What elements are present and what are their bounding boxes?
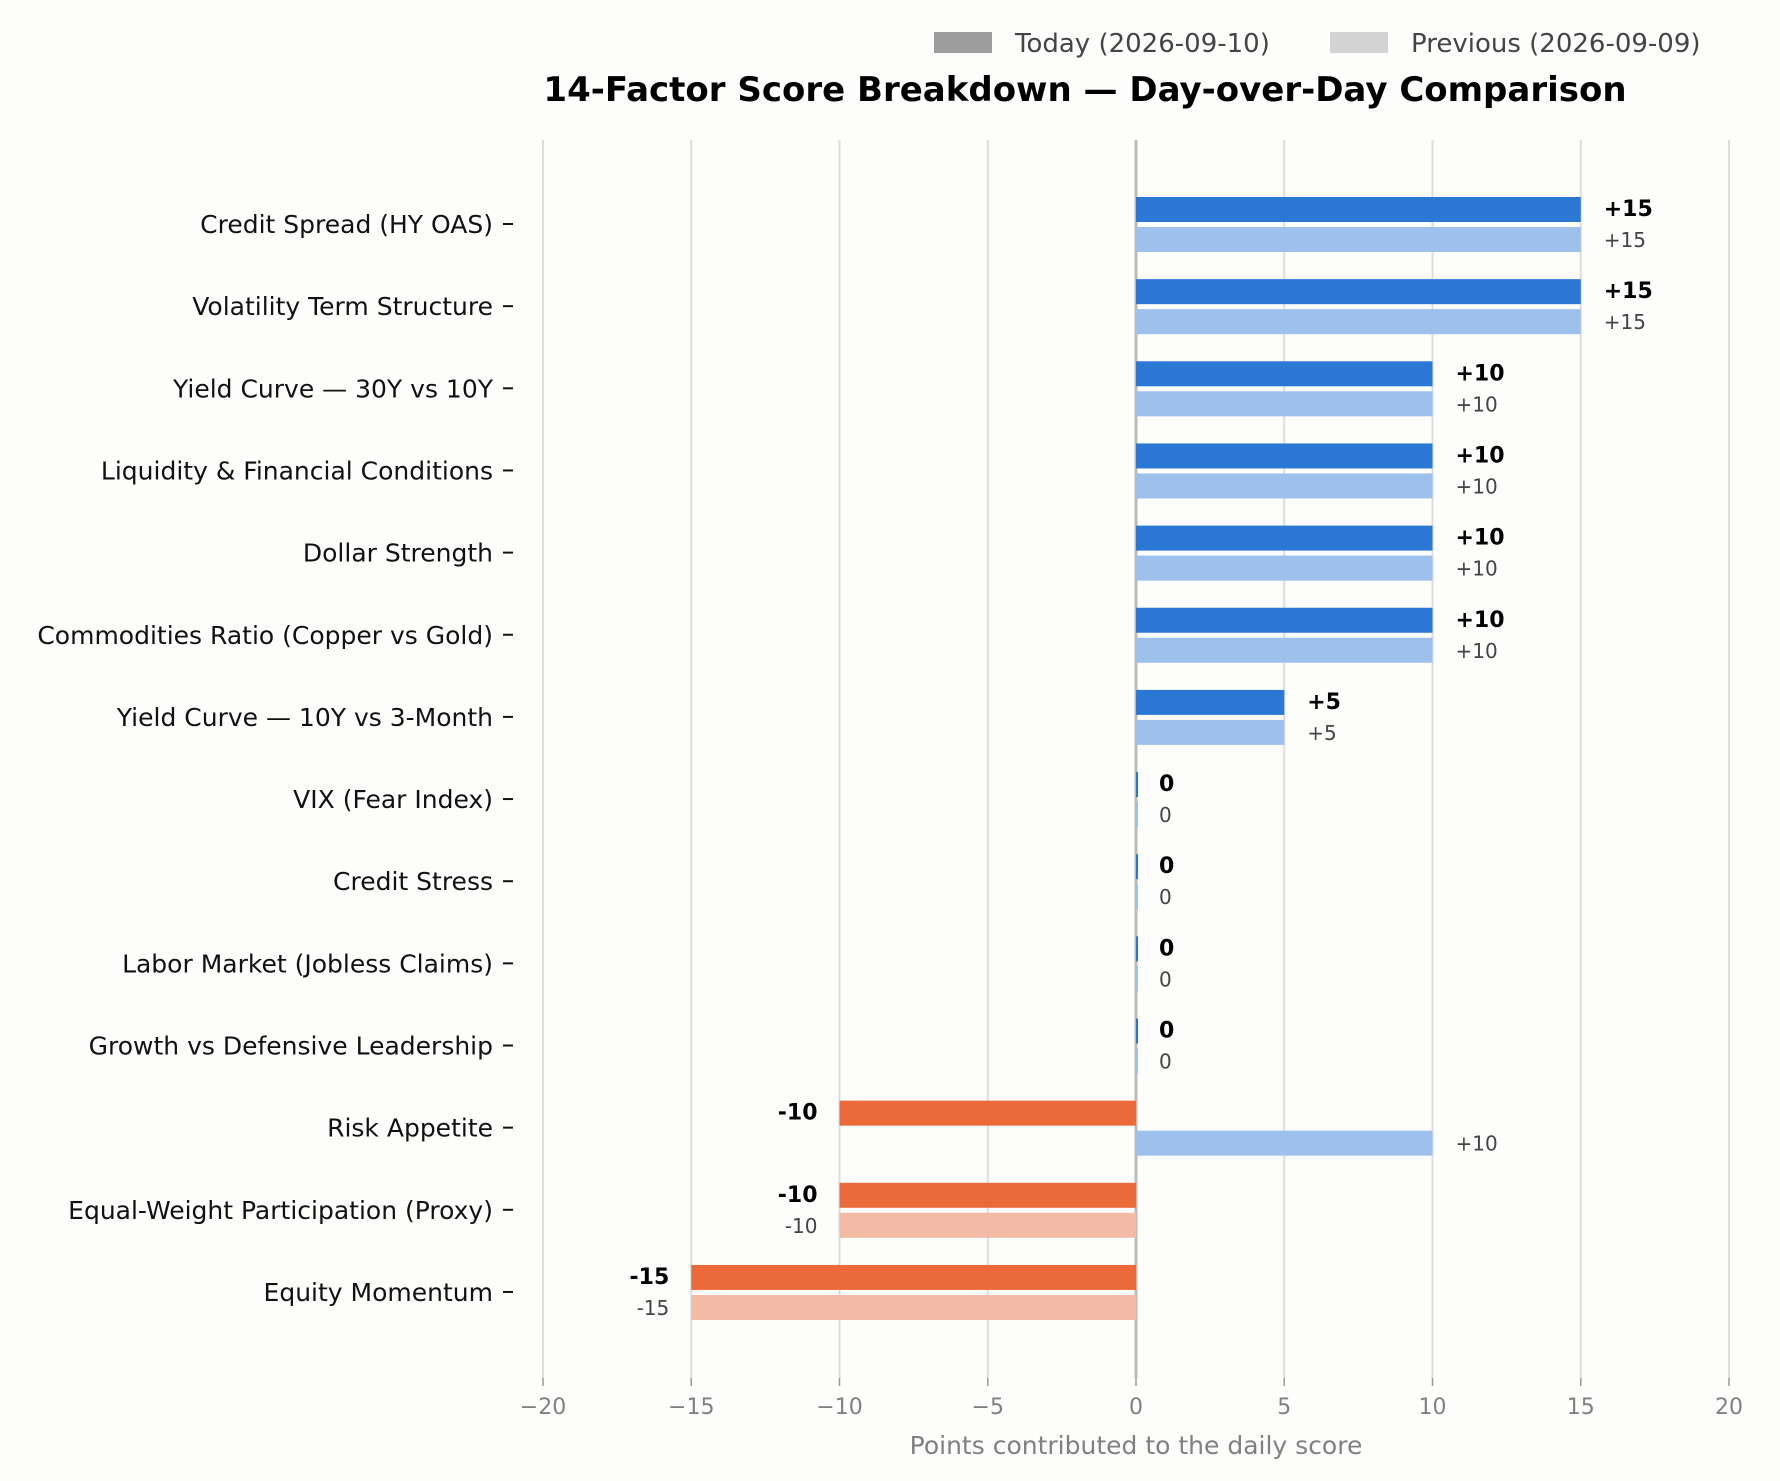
bar-previous — [1136, 555, 1433, 581]
data-label-previous: 0 — [1159, 967, 1172, 991]
legend-swatch-previous — [1330, 32, 1388, 53]
category-label: Commodities Ratio (Copper vs Gold) — [37, 621, 493, 650]
category-label: Labor Market (Jobless Claims) — [122, 949, 493, 978]
legend-label-today: Today (2026-09-10) — [1014, 29, 1270, 59]
bar-today — [691, 1264, 1136, 1290]
data-label-today: 0 — [1159, 854, 1174, 879]
bar-previous — [1136, 1130, 1433, 1156]
x-tick-label: 15 — [1567, 1395, 1595, 1420]
bar-previous — [691, 1294, 1136, 1320]
data-label-today: +10 — [1456, 608, 1505, 633]
category-label: Yield Curve — 10Y vs 3-Month — [116, 703, 493, 732]
data-label-today: -10 — [778, 1183, 818, 1208]
data-label-today: +15 — [1604, 197, 1653, 222]
data-label-previous: +15 — [1604, 310, 1646, 334]
bars — [691, 197, 1581, 1320]
x-tick-label: 10 — [1419, 1395, 1447, 1420]
bar-today — [1136, 854, 1138, 880]
category-label: Liquidity & Financial Conditions — [101, 456, 493, 485]
bar-today — [1136, 1018, 1138, 1044]
data-label-previous: -15 — [637, 1296, 670, 1320]
grid-lines — [542, 140, 1730, 1378]
data-label-today: +10 — [1456, 443, 1505, 468]
bar-previous — [1136, 473, 1433, 499]
bar-today — [1136, 607, 1433, 633]
x-tick-label: 5 — [1277, 1395, 1291, 1420]
chart-title: 14-Factor Score Breakdown — Day-over-Day… — [543, 70, 1626, 110]
x-tick-label: 0 — [1129, 1395, 1143, 1420]
data-label-previous: +10 — [1456, 557, 1498, 581]
category-label: Equal-Weight Participation (Proxy) — [68, 1196, 493, 1225]
legend-swatch-today — [934, 32, 992, 53]
x-axis-label: Points contributed to the daily score — [910, 1431, 1363, 1460]
bar-previous — [1136, 391, 1433, 417]
data-label-today: -15 — [630, 1265, 670, 1290]
data-label-previous: 0 — [1159, 885, 1172, 909]
bar-today — [1136, 772, 1138, 798]
data-label-today: +15 — [1604, 279, 1653, 304]
bar-today — [839, 1100, 1136, 1126]
bar-previous — [1136, 637, 1433, 663]
data-label-previous: +10 — [1456, 392, 1498, 416]
data-label-previous: +5 — [1307, 721, 1336, 745]
bar-previous — [1136, 966, 1138, 992]
data-label-today: +5 — [1307, 690, 1341, 715]
data-label-previous: +15 — [1604, 228, 1646, 252]
category-label: Credit Stress — [333, 867, 493, 896]
bar-today — [1136, 525, 1433, 551]
legend-label-previous: Previous (2026-09-09) — [1411, 29, 1701, 59]
data-label-today: 0 — [1159, 936, 1174, 961]
data-label-previous: 0 — [1159, 1050, 1172, 1074]
value-labels: +15 +15 +15 +15 +10 +10 +10 +10 +10 +10 +10 +10 +5 +5… — [630, 197, 1653, 1320]
bar-previous — [1136, 1048, 1138, 1074]
bar-previous — [839, 1212, 1136, 1238]
category-label: Yield Curve — 30Y vs 10Y — [172, 374, 494, 403]
bar-today — [1136, 936, 1138, 962]
category-label: VIX (Fear Index) — [293, 785, 493, 814]
x-tick-label: −15 — [668, 1395, 714, 1420]
bar-today — [1136, 197, 1581, 222]
data-label-previous: -10 — [785, 1214, 818, 1238]
category-label: Volatility Term Structure — [192, 292, 493, 321]
bar-previous — [1136, 227, 1581, 252]
bar-today — [1136, 361, 1433, 387]
bar-today — [1136, 443, 1433, 469]
bar-today — [839, 1182, 1136, 1208]
data-label-previous: +10 — [1456, 474, 1498, 498]
data-label-previous: +10 — [1456, 1132, 1498, 1156]
bar-previous — [1136, 802, 1138, 828]
data-label-today: +10 — [1456, 526, 1505, 551]
x-tick-label: 20 — [1715, 1395, 1743, 1420]
data-label-today: 0 — [1159, 772, 1174, 797]
data-label-today: -10 — [778, 1101, 818, 1126]
data-label-today: +10 — [1456, 361, 1505, 386]
axes: −20 −15 −10 −5 0 5 10 15 20 Credit Spread (HY OAS… — [37, 210, 1743, 1420]
bar-previous — [1136, 719, 1285, 745]
category-label: Credit Spread (HY OAS) — [200, 210, 493, 239]
category-label: Equity Momentum — [264, 1278, 493, 1307]
x-tick-label: −5 — [972, 1395, 1004, 1420]
category-label: Risk Appetite — [327, 1114, 493, 1143]
bar-today — [1136, 279, 1581, 305]
data-label-previous: +10 — [1456, 639, 1498, 663]
bar-previous — [1136, 884, 1138, 910]
data-label-previous: 0 — [1159, 803, 1172, 827]
category-label: Dollar Strength — [303, 539, 493, 568]
legend: Today (2026-09-10) Previous (2026-09-09) — [934, 29, 1701, 59]
bar-today — [1136, 689, 1285, 715]
bar-previous — [1136, 309, 1581, 335]
category-label: Growth vs Defensive Leadership — [89, 1032, 493, 1061]
x-tick-label: −10 — [816, 1395, 862, 1420]
x-tick-label: −20 — [520, 1395, 566, 1420]
data-label-today: 0 — [1159, 1019, 1174, 1044]
